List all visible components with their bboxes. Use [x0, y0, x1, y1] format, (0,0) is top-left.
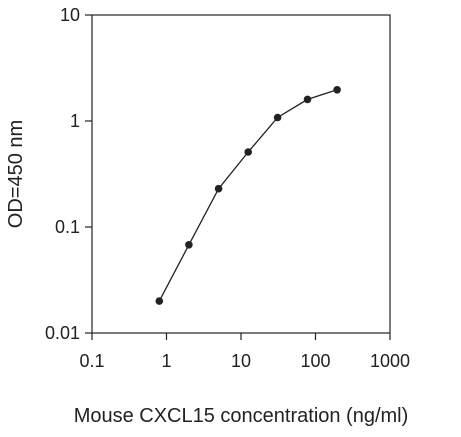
y-tick-label: 0.1: [55, 217, 80, 237]
data-point: [155, 297, 164, 305]
x-tick-label: 1: [161, 351, 171, 371]
y-tick-label: 1: [70, 111, 80, 131]
y-tick-label: 10: [60, 5, 80, 25]
plot-area: [91, 14, 391, 334]
data-point: [303, 95, 312, 104]
x-tick-label: 10: [231, 351, 251, 371]
data-point: [244, 148, 252, 156]
data-point: [333, 86, 341, 94]
y-tick-label: 0.01: [45, 323, 80, 343]
data-point: [185, 241, 193, 249]
y-axis: 0.01 0.1 1 10: [45, 5, 92, 343]
x-tick-label: 1000: [370, 351, 410, 371]
x-axis-title: Mouse CXCL15 concentration (ng/ml): [74, 405, 409, 427]
x-tick-label: 0.1: [79, 351, 104, 371]
series-layer: [155, 86, 341, 305]
data-point: [214, 184, 223, 193]
data-point: [273, 113, 282, 122]
y-axis-title: OD=450 nm: [5, 120, 27, 228]
x-axis: 0.1 1 10 100 1000: [79, 333, 410, 371]
x-tick-label: 100: [300, 351, 330, 371]
